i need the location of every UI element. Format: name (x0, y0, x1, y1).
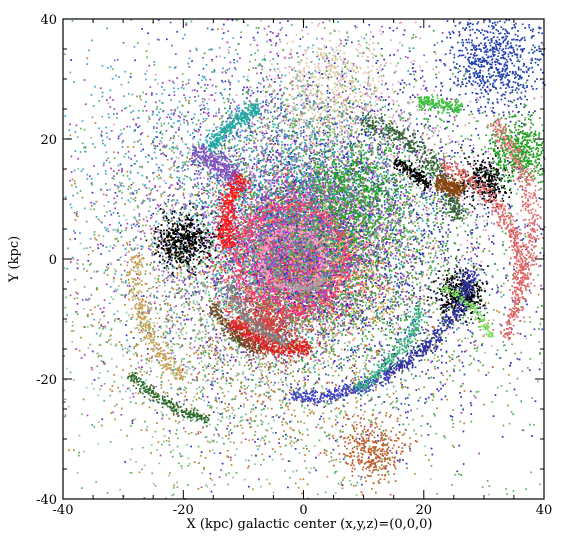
x-axis-label: X (kpc) (186, 517, 233, 532)
point-series-15 (63, 19, 546, 500)
x-tick-label: -40 (53, 503, 74, 518)
y-tick-label: -20 (36, 373, 57, 388)
point-series-40 (127, 371, 211, 428)
y-tick-label: 20 (40, 133, 57, 148)
point-series-31 (434, 170, 468, 202)
point-series-25 (250, 18, 394, 183)
point-series-30 (417, 94, 464, 118)
point-series-9 (70, 19, 546, 493)
point-series-32 (393, 157, 432, 192)
y-tick-label: 40 (40, 13, 57, 28)
point-series-26 (441, 155, 532, 341)
point-series-43 (257, 223, 328, 295)
point-series-41 (125, 254, 188, 382)
axis-ticks (62, 18, 545, 500)
point-series-39 (201, 100, 263, 153)
point-series-38 (211, 171, 252, 250)
x-tick-label: 0 (299, 503, 307, 518)
point-series-37 (202, 303, 262, 357)
point-series-20 (319, 398, 418, 496)
y-tick-label: -40 (36, 493, 57, 508)
point-series-27 (486, 117, 545, 287)
x-tick-label: -20 (173, 503, 194, 518)
x-tick-label: 40 (536, 503, 553, 518)
point-series-44 (233, 201, 354, 319)
data-points (63, 18, 546, 500)
chart-annotation: galactic center (x,y,z)=(0,0,0) (238, 517, 433, 532)
point-series-46 (440, 280, 495, 338)
point-series-33 (384, 269, 480, 379)
y-axis-label: Y (kpc) (7, 236, 22, 283)
point-series-36 (225, 284, 292, 349)
y-tick-label: 0 (49, 253, 57, 268)
point-series-28 (190, 145, 243, 187)
point-series-45 (287, 276, 328, 295)
point-series-19 (412, 18, 546, 125)
x-tick-label: 20 (416, 503, 433, 518)
point-series-21 (470, 101, 546, 207)
point-series-16 (145, 203, 233, 279)
point-series-22 (272, 116, 450, 279)
axis-tick-labels: -40 -20 0 20 40 -40 -20 0 20 40 (36, 13, 552, 518)
point-series-42 (353, 308, 430, 395)
point-series-23 (158, 72, 443, 364)
